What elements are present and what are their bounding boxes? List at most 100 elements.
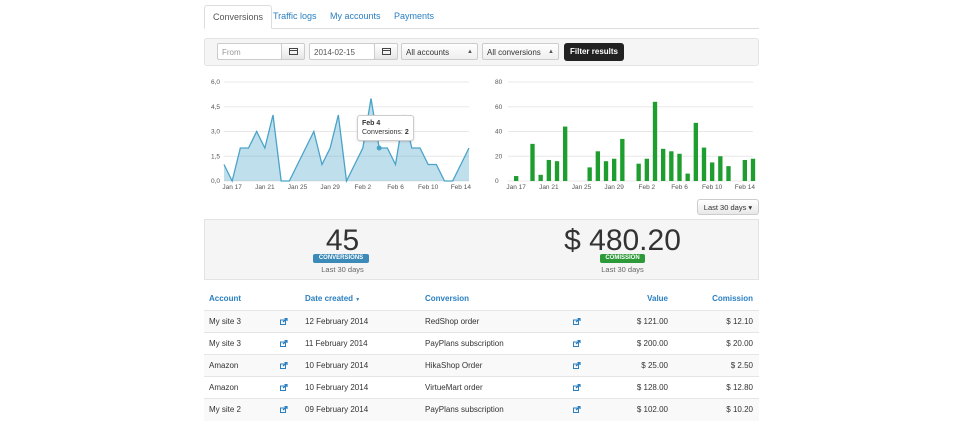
cell-date: 11 February 2014: [305, 339, 368, 348]
bar: [693, 122, 699, 181]
bar: [677, 153, 682, 181]
cell-commission: $ 10.20: [726, 405, 753, 414]
x-tick-label: Feb 2: [355, 184, 372, 191]
column-header-date-created[interactable]: Date created ▼: [305, 294, 360, 303]
x-tick-label: Jan 29: [320, 184, 340, 191]
from-date-input[interactable]: From: [217, 43, 282, 60]
column-header-conversion[interactable]: Conversion: [425, 294, 470, 303]
external-link-icon[interactable]: [280, 362, 288, 369]
y-tick-label: 4,5: [211, 104, 220, 111]
y-tick-label: 6,0: [211, 79, 220, 86]
table-row: My site 3 11 February 2014 PayPlans subscr…: [204, 332, 759, 355]
external-link-icon[interactable]: [573, 384, 581, 391]
column-header-commission[interactable]: Comission: [712, 294, 753, 303]
bar: [530, 143, 535, 181]
filter-bar: From 2014-02-15 All accounts ▲ All conver…: [204, 38, 759, 66]
external-link-icon[interactable]: [280, 406, 288, 413]
y-tick-label: 0: [495, 178, 499, 185]
to-date-input[interactable]: 2014-02-15: [309, 43, 375, 60]
to-calendar-button[interactable]: [374, 43, 398, 60]
cell-conversion: RedShop order: [425, 317, 480, 326]
external-link-icon[interactable]: [280, 384, 288, 391]
table-row: Amazon 10 February 2014 HikaShop Order $ 25…: [204, 354, 759, 377]
from-calendar-button[interactable]: [281, 43, 305, 60]
cell-date: 10 February 2014: [305, 383, 369, 392]
chart-tooltip: Feb 4 Conversions: 2: [357, 115, 414, 141]
cell-commission: $ 20.00: [726, 339, 753, 348]
cell-conversion: VirtueMart order: [425, 383, 483, 392]
y-tick-label: 20: [495, 153, 503, 160]
conversions-period: Last 30 days: [321, 265, 364, 274]
date-range-dropdown[interactable]: Last 30 days ▾: [697, 199, 759, 215]
cell-account: My site 3: [209, 339, 242, 348]
external-link-icon[interactable]: [280, 318, 288, 325]
x-tick-label: Feb 14: [451, 184, 472, 191]
cell-commission: $ 2.50: [730, 361, 753, 370]
bar: [701, 147, 707, 181]
external-link-icon[interactable]: [573, 318, 581, 325]
y-tick-label: 80: [495, 79, 503, 86]
select-arrows-icon: ▲: [467, 49, 473, 55]
x-tick-label: Jan 25: [288, 184, 308, 191]
bar: [685, 173, 690, 181]
external-link-icon[interactable]: [573, 406, 581, 413]
bar: [595, 151, 601, 181]
table-row: Amazon 10 February 2014 VirtueMart order $ …: [204, 376, 759, 399]
table-row: My site 3 12 February 2014 RedShop order $ …: [204, 310, 759, 333]
bar: [750, 158, 756, 181]
y-tick-label: 1,5: [211, 153, 220, 160]
x-tick-label: Jan 21: [539, 184, 559, 191]
date-header-label: Date created: [305, 294, 354, 303]
table-row: My site 2 09 February 2014 PayPlans subscr…: [204, 398, 759, 421]
calendar-icon: [289, 48, 298, 55]
accounts-select-value: All accounts: [406, 48, 450, 57]
column-header-account[interactable]: Account: [209, 294, 241, 303]
cell-date: 09 February 2014: [305, 405, 369, 414]
conversions-area-chart: 0,0 1,5 3,0 4,5 6,0 Jan 17 Jan 21 Jan 25 Jan 29 F…: [211, 79, 472, 191]
series-line: [223, 98, 470, 184]
x-tick-label: Jan 29: [604, 184, 624, 191]
external-link-icon[interactable]: [280, 340, 288, 347]
cell-value: $ 128.00: [636, 383, 668, 392]
column-header-value[interactable]: Value: [647, 294, 668, 303]
caret-down-icon: ▾: [748, 203, 753, 212]
tab-bar: Conversions Traffic logs My accounts Pay…: [204, 5, 759, 29]
commission-bar-chart: 0 20 40 60 80 Jan 17 Jan 21 Jan 25 Jan 29 Feb 2 Fe…: [495, 79, 756, 191]
filter-results-button[interactable]: Filter results: [564, 43, 624, 61]
x-tick-label: Jan 21: [255, 184, 275, 191]
tab-traffic-logs[interactable]: Traffic logs: [273, 11, 317, 21]
conversions-badge: CONVERSIONS: [313, 254, 369, 263]
sort-desc-icon: ▼: [355, 297, 361, 303]
external-link-icon[interactable]: [573, 340, 581, 347]
cell-conversion: PayPlans subscription: [425, 339, 504, 348]
cell-account: Amazon: [209, 361, 239, 370]
bar: [611, 158, 617, 181]
y-tick-label: 40: [495, 129, 503, 136]
bar: [669, 151, 674, 181]
y-tick-label: 0,0: [211, 178, 220, 185]
external-link-icon[interactable]: [573, 362, 581, 369]
x-tick-label: Feb 6: [671, 184, 688, 191]
conversions-select-value: All conversions: [487, 48, 541, 57]
cell-account: My site 2: [209, 405, 242, 414]
accounts-select[interactable]: All accounts ▲: [401, 43, 478, 60]
commission-total: $ 480.20: [564, 224, 681, 257]
cell-account: My site 3: [209, 317, 242, 326]
x-tick-label: Jan 17: [222, 184, 242, 191]
bar: [718, 156, 723, 181]
y-tick-label: 60: [495, 104, 503, 111]
cell-conversion: HikaShop Order: [425, 361, 483, 370]
tab-my-accounts[interactable]: My accounts: [330, 11, 381, 21]
cell-value: $ 200.00: [636, 339, 668, 348]
tab-payments[interactable]: Payments: [394, 11, 435, 21]
bar: [726, 166, 731, 181]
bar: [603, 161, 609, 181]
tooltip-date: Feb 4: [362, 120, 381, 127]
conversions-select[interactable]: All conversions ▲: [482, 43, 559, 60]
cell-account: Amazon: [209, 383, 239, 392]
commission-period: Last 30 days: [601, 265, 644, 274]
bar: [562, 126, 568, 181]
bar: [652, 101, 658, 181]
conversions-count: 45: [325, 224, 360, 257]
tab-conversions[interactable]: Conversions: [204, 5, 273, 29]
